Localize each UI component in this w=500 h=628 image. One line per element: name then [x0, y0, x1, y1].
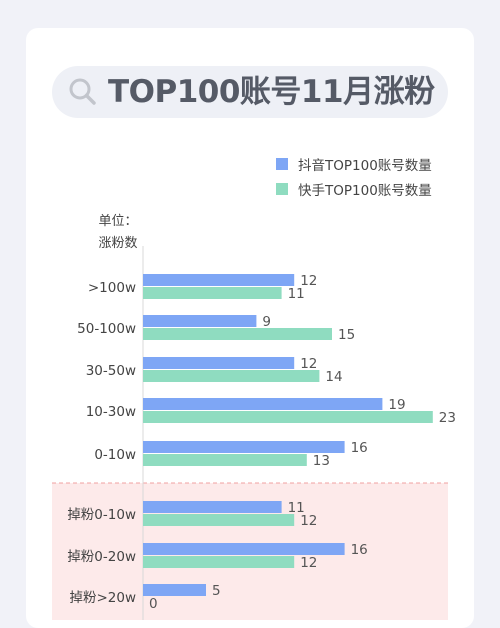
data-label-kuaishou: 11 — [288, 286, 305, 302]
data-label-douyin: 16 — [351, 440, 368, 456]
data-label-kuaishou: 12 — [300, 513, 317, 529]
category-label: 30-50w — [86, 363, 136, 379]
legend-item-kuaishou: 快手TOP100账号数量 — [276, 179, 432, 199]
legend-swatch-kuaishou — [276, 183, 288, 195]
bar-douyin — [143, 543, 345, 555]
category-label: 50-100w — [77, 321, 136, 337]
data-label-kuaishou: 0 — [149, 596, 158, 612]
unit-label: 单位： 涨粉数 — [98, 214, 138, 251]
bar-kuaishou — [143, 328, 332, 340]
category-label: 10-30w — [86, 404, 136, 420]
search-icon — [69, 78, 96, 105]
data-label-douyin: 16 — [351, 542, 368, 558]
bar-douyin — [143, 274, 295, 286]
bar-douyin — [143, 584, 206, 596]
page-title: TOP100账号11月涨粉 — [108, 74, 435, 110]
data-label-kuaishou: 12 — [300, 555, 317, 571]
data-label-kuaishou: 14 — [325, 369, 342, 385]
category-label: 0-10w — [94, 447, 136, 463]
bar-douyin — [143, 398, 383, 410]
category-label: 掉粉0-10w — [67, 507, 136, 523]
data-label-douyin: 19 — [388, 397, 405, 413]
bar-kuaishou — [143, 556, 295, 568]
bar-kuaishou — [143, 411, 433, 423]
data-label-douyin: 12 — [300, 273, 317, 289]
data-label-douyin: 12 — [300, 356, 317, 372]
bar-douyin — [143, 441, 345, 453]
data-label-kuaishou: 15 — [338, 327, 355, 343]
title-bar: TOP100账号11月涨粉 — [52, 66, 448, 118]
category-label: 掉粉0-20w — [67, 549, 136, 565]
legend-item-douyin: 抖音TOP100账号数量 — [276, 154, 432, 174]
data-label-kuaishou: 13 — [313, 453, 330, 469]
category-label: 掉粉>20w — [69, 590, 136, 606]
bar-douyin — [143, 357, 295, 369]
bar-kuaishou — [143, 287, 282, 299]
legend-swatch-douyin — [276, 158, 288, 170]
bar-kuaishou — [143, 370, 320, 382]
legend-label-kuaishou: 快手TOP100账号数量 — [298, 183, 432, 199]
bar-kuaishou — [143, 454, 307, 466]
category-label: >100w — [88, 280, 136, 296]
data-label-douyin: 11 — [288, 500, 305, 516]
bar-douyin — [143, 501, 282, 513]
legend-label-douyin: 抖音TOP100账号数量 — [298, 158, 432, 174]
data-label-douyin: 9 — [262, 314, 271, 330]
bar-kuaishou — [143, 514, 295, 526]
data-label-douyin: 5 — [212, 583, 221, 599]
bar-douyin — [143, 315, 257, 327]
data-label-kuaishou: 23 — [439, 410, 456, 426]
